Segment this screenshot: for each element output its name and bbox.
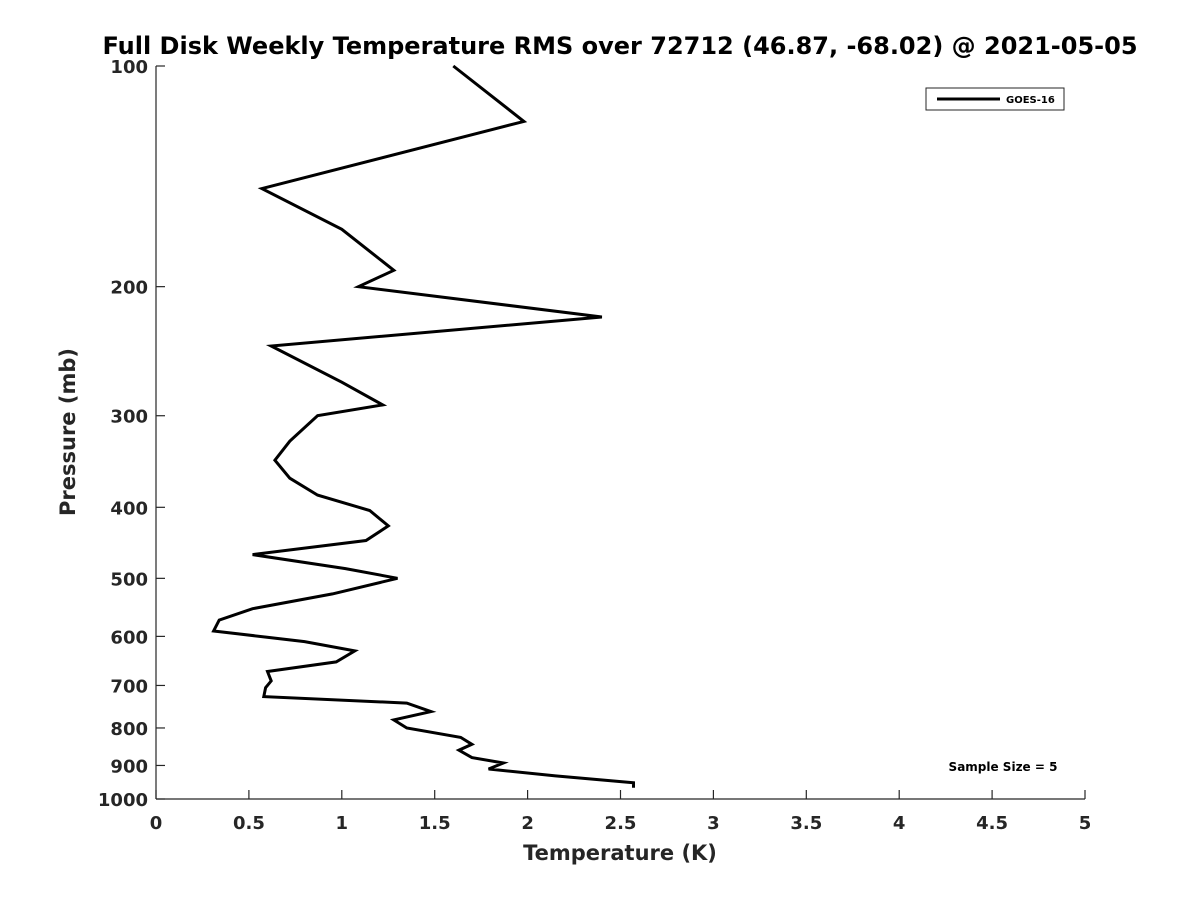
x-tick-label: 3 [707, 813, 720, 834]
y-tick-label: 100 [110, 57, 148, 78]
x-tick-label: 2 [521, 813, 534, 834]
y-tick-label: 800 [110, 719, 148, 740]
y-ticks: 100 200 300 400 500 600 700 800 900 1000 [98, 57, 165, 811]
x-tick-label: 4.5 [976, 813, 1008, 834]
y-tick-label: 400 [110, 498, 148, 519]
x-tick-label: 1 [336, 813, 349, 834]
x-tick-label: 2.5 [605, 813, 637, 834]
x-tick-label: 0 [150, 813, 163, 834]
sample-size-annotation: Sample Size = 5 [949, 760, 1058, 774]
y-tick-label: 1000 [98, 790, 148, 811]
y-axis-label: Pressure (mb) [56, 348, 80, 516]
x-tick-label: 3.5 [790, 813, 822, 834]
x-ticks: 0 0.5 1 1.5 2 2.5 3 3.5 4 4.5 5 [150, 790, 1092, 834]
legend: GOES-16 [925, 87, 1065, 111]
x-tick-label: 0.5 [233, 813, 265, 834]
plot-frame [155, 66, 1085, 800]
x-tick-label: 4 [893, 813, 906, 834]
x-tick-label: 1.5 [419, 813, 451, 834]
y-tick-label: 300 [110, 407, 148, 428]
x-axis-label: Temperature (K) [523, 841, 717, 865]
series-group [211, 64, 635, 788]
y-tick-label: 200 [110, 278, 148, 299]
chart-title: Full Disk Weekly Temperature RMS over 72… [102, 32, 1137, 60]
x-tick-label: 5 [1079, 813, 1092, 834]
y-tick-label: 700 [110, 676, 148, 697]
y-tick-label: 900 [110, 756, 148, 777]
series-line-goes-16 [211, 64, 635, 788]
y-tick-label: 600 [110, 627, 148, 648]
legend-label-goes-16: GOES-16 [1006, 95, 1055, 106]
y-tick-label: 500 [110, 569, 148, 590]
